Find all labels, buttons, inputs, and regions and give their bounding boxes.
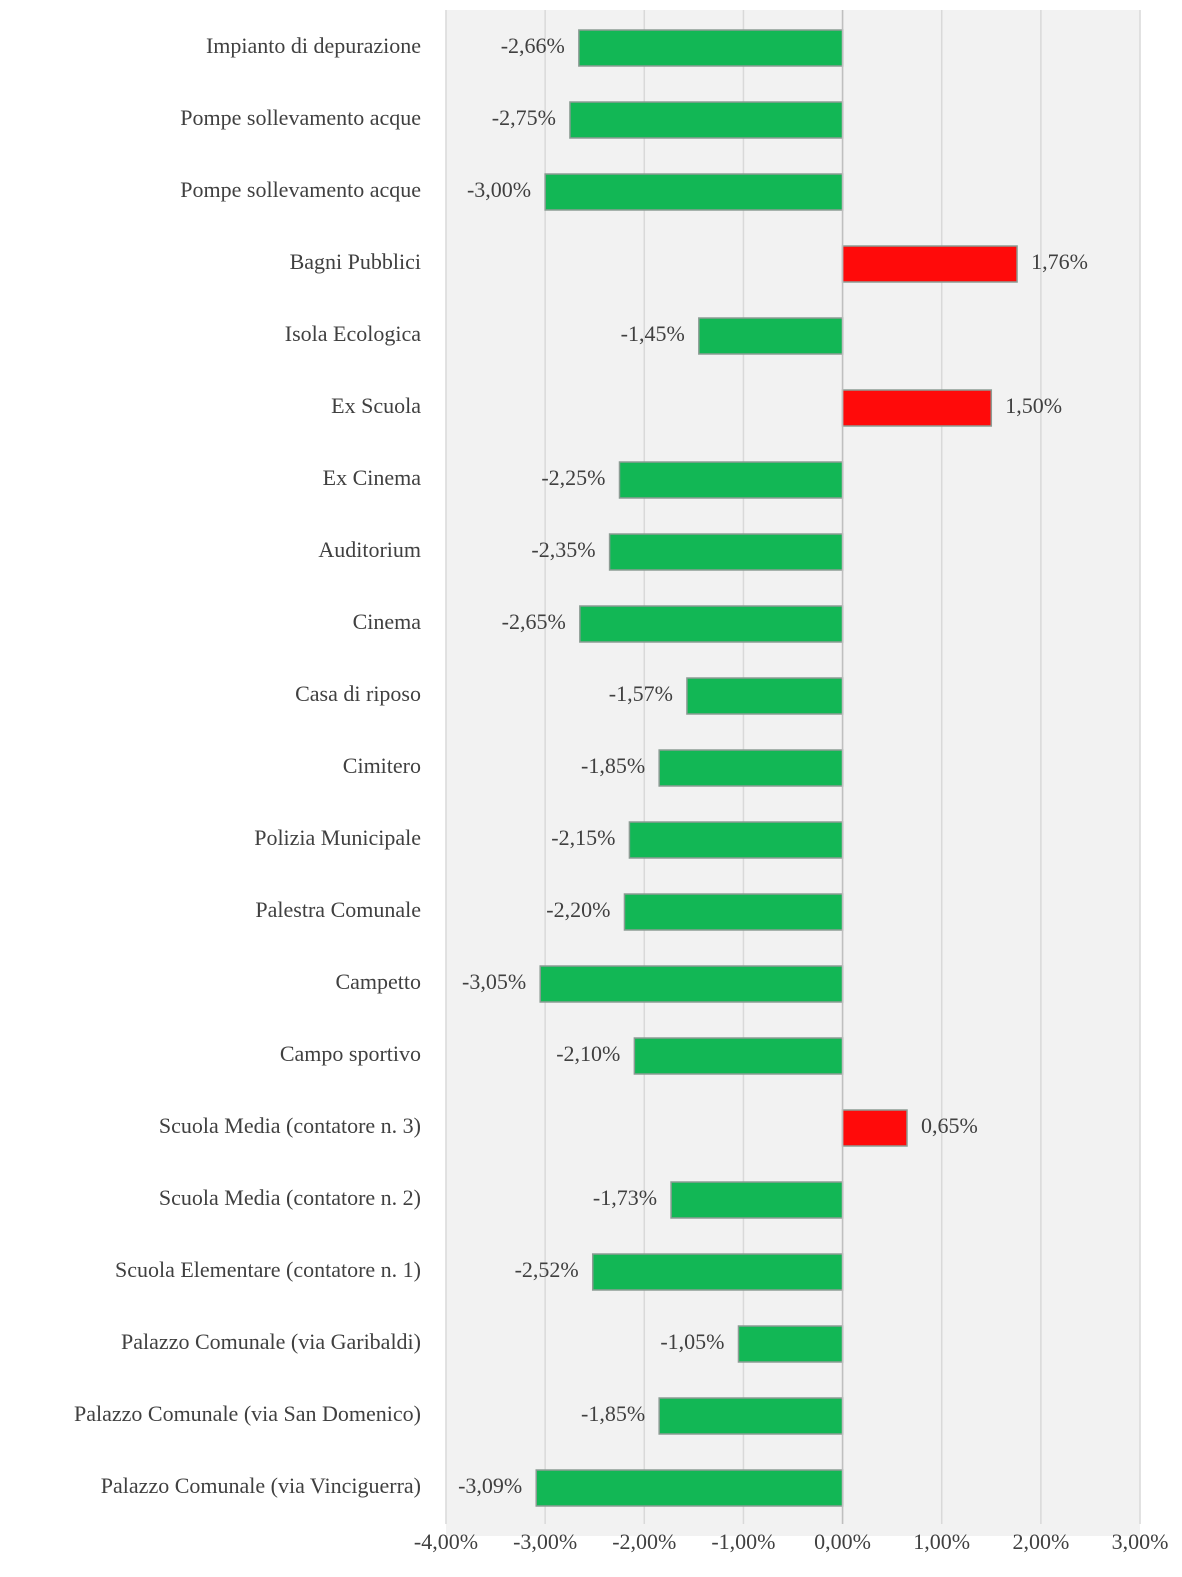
bar [535,1469,844,1507]
bar [841,1109,908,1147]
y-tick-label: Impianto di depurazione [206,33,421,58]
y-tick-label: Palazzo Comunale (via Garibaldi) [121,1329,421,1354]
y-tick-label: Pompe sollevamento acque [180,177,421,202]
bar [618,461,844,499]
value-label: 0,65% [921,1113,978,1138]
value-label: -2,10% [556,1041,620,1066]
y-tick-label: Palazzo Comunale (via San Domenico) [74,1401,421,1426]
x-tick-label: -1,00% [711,1529,775,1554]
bar [544,173,844,211]
bar [579,605,844,643]
value-label: -1,57% [609,681,673,706]
value-label: -1,45% [621,321,685,346]
bar [578,29,844,67]
x-tick-label: 3,00% [1112,1529,1169,1554]
bar [658,1397,844,1435]
value-label: -3,05% [462,969,526,994]
bar [623,893,844,931]
bar [628,821,844,859]
bar [737,1325,844,1363]
value-label: -2,15% [551,825,615,850]
value-label: -2,65% [502,609,566,634]
bar [569,101,844,139]
x-tick-label: -4,00% [414,1529,478,1554]
y-tick-label: Pompe sollevamento acque [180,105,421,130]
y-tick-label: Auditorium [318,537,421,562]
x-tick-label: 1,00% [913,1529,970,1554]
value-label: -1,85% [581,753,645,778]
bar [608,533,844,571]
value-label: -3,09% [458,1473,522,1498]
y-tick-label: Bagni Pubblici [290,249,421,274]
bar [698,317,844,355]
x-tick-label: -3,00% [513,1529,577,1554]
bar [670,1181,844,1219]
bar [591,1253,844,1291]
x-tick-label: -2,00% [612,1529,676,1554]
bar [841,389,993,427]
x-tick-label: 0,00% [814,1529,871,1554]
value-label: -2,25% [541,465,605,490]
y-tick-label: Ex Scuola [331,393,421,418]
value-label: -2,75% [492,105,556,130]
value-label: -1,05% [660,1329,724,1354]
bar [686,677,844,715]
y-tick-label: Scuola Media (contatore n. 2) [159,1185,421,1210]
bar [841,245,1018,283]
y-tick-label: Campo sportivo [280,1041,421,1066]
y-tick-label: Ex Cinema [323,465,422,490]
value-label: -3,00% [467,177,531,202]
y-tick-label: Casa di riposo [295,681,421,706]
y-tick-label: Scuola Elementare (contatore n. 1) [115,1257,421,1282]
y-tick-label: Cinema [353,609,422,634]
y-tick-label: Scuola Media (contatore n. 3) [159,1113,421,1138]
y-tick-label: Cimitero [343,753,421,778]
y-tick-label: Polizia Municipale [254,825,421,850]
value-label: -2,66% [501,33,565,58]
y-tick-label: Isola Ecologica [285,321,421,346]
y-tick-label: Palestra Comunale [255,897,421,922]
value-label: -2,20% [546,897,610,922]
value-label: -2,35% [531,537,595,562]
bar [539,965,844,1003]
bar [658,749,844,787]
value-label: -1,85% [581,1401,645,1426]
value-label: -1,73% [593,1185,657,1210]
value-label: 1,50% [1005,393,1062,418]
y-tick-label: Campetto [335,969,421,994]
bar [633,1037,844,1075]
value-label: -2,52% [515,1257,579,1282]
x-tick-label: 2,00% [1012,1529,1069,1554]
value-label: 1,76% [1031,249,1088,274]
y-tick-label: Palazzo Comunale (via Vinciguerra) [101,1473,421,1498]
